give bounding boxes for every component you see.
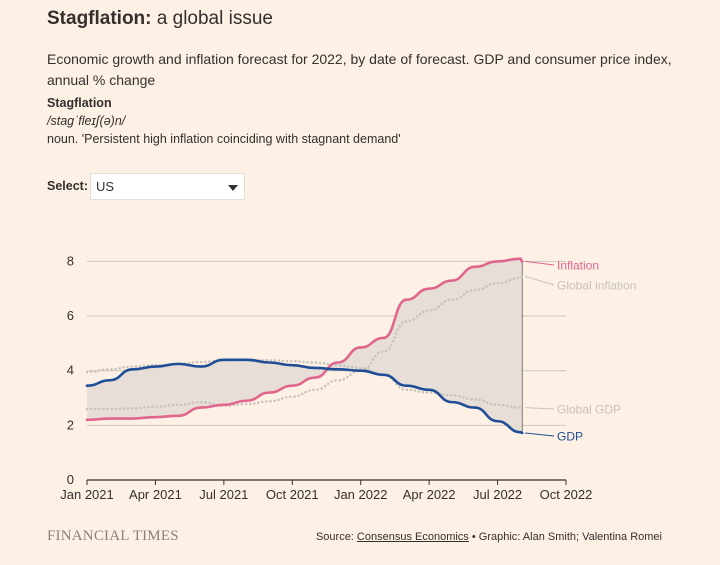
chart-subtitle: Economic growth and inflation forecast f… [47,51,672,88]
page-title: Stagflation: a global issue [47,8,273,30]
band-layer [87,258,523,433]
source-note: Source: Consensus Economics • Graphic: A… [316,531,662,543]
series-label-leader [525,275,555,286]
chevron-down-icon[interactable] [228,185,238,191]
source-suffix: • Graphic: Alan Smith; Valentina Romei [468,531,662,543]
y-tick-label: 4 [67,363,74,378]
country-select-value: US [96,179,115,194]
ft-logo: FINANCIAL TIMES [47,528,179,544]
series-label-leader [525,260,555,266]
series-label: GDP [557,430,583,444]
x-tick-label: Apr 2021 [129,487,182,502]
x-tick-label: Oct 2022 [540,487,593,502]
source-prefix: Source: [315,531,357,543]
x-tick-label: Oct 2021 [266,487,319,502]
series-line-inflation [85,257,524,422]
title-bold: Stagflation: [47,8,152,29]
y-tick-label: 2 [67,417,74,432]
series-line-gdp [85,358,524,435]
definition-word: Stagflation [47,96,112,110]
series-line-global-gdp [85,358,524,409]
title-rest: a global issue [151,8,273,29]
x-tick-label: Jan 2022 [334,487,388,502]
axis-layer: 0 2 4 6 8 Jan 2021 Apr 2021 Jul 2021 Oct 2021 Jan… [60,253,592,502]
series-label: Inflation [557,259,599,273]
x-tick-label: Jan 2021 [60,487,114,502]
x-tick-label: Jul 2021 [199,487,248,502]
shaded-band [87,258,523,433]
series-label: Global GDP [557,403,621,417]
series-label-leader [525,407,555,410]
definition-pronunciation: /stagˈfleɪʃ(ə)n/ [47,114,126,128]
select-label: Select: [47,179,88,193]
series-label-leader [525,432,555,437]
country-select[interactable]: US [90,173,245,200]
series-label: Global inflation [557,279,636,293]
y-tick-label: 6 [67,308,74,323]
source-link[interactable]: Consensus Economics [356,531,469,543]
x-tick-label: Jul 2022 [473,487,522,502]
line-layer [85,257,524,435]
y-tick-label: 0 [67,472,74,487]
label-layer: Global inflation Global GDP Inflation GDP [525,259,636,444]
definition-meaning: noun. 'Persistent high inflation coincid… [47,132,401,146]
series-line-global-inflation [85,275,524,411]
x-tick-label: Apr 2022 [403,487,456,502]
y-tick-label: 8 [67,253,74,268]
